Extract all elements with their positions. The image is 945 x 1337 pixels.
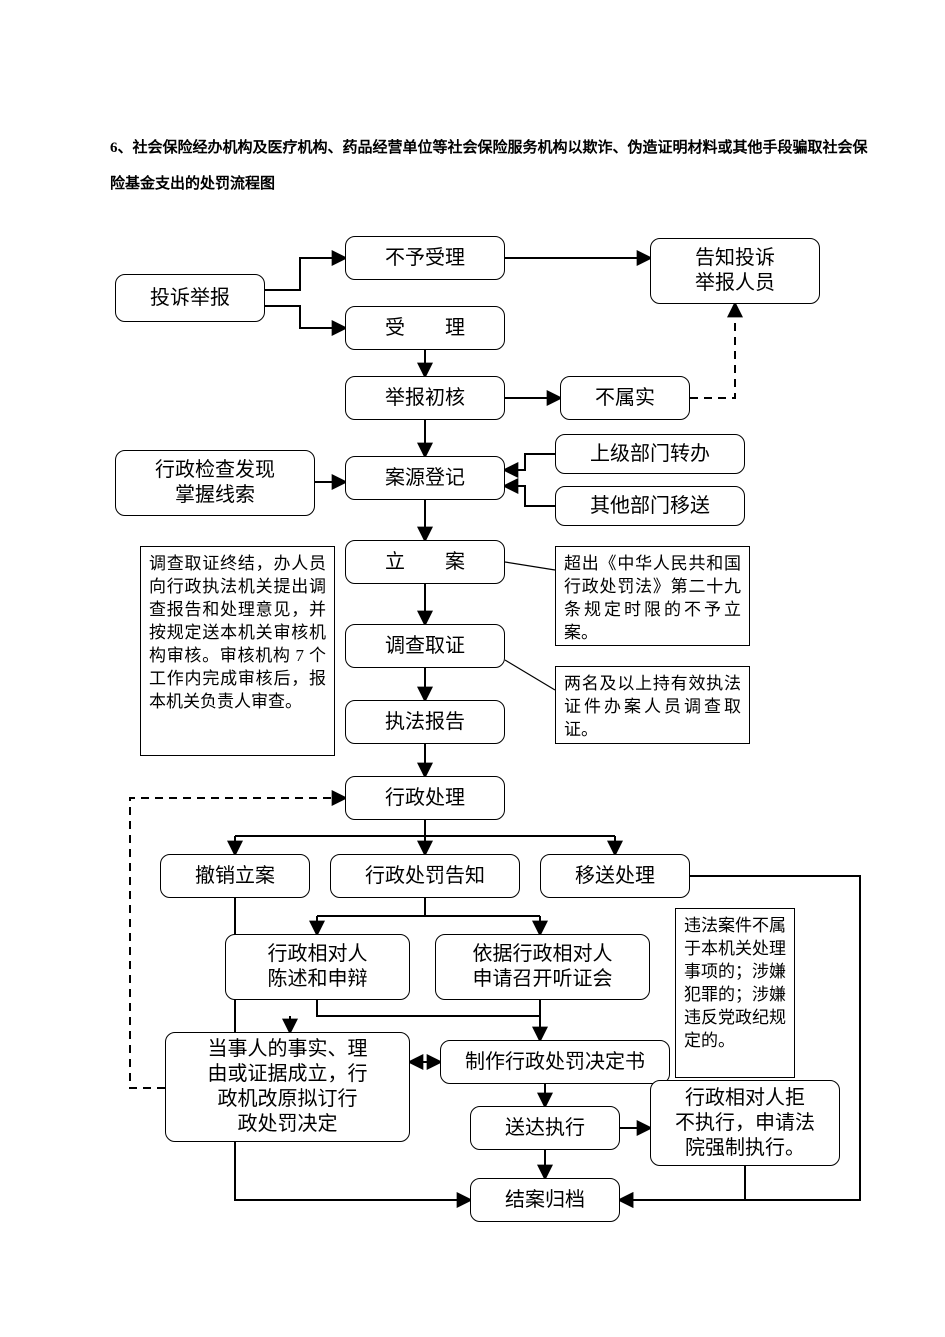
note-note_left: 调查取证终结，办人员向行政执法机关提出调查报告和处理意见，并按规定送本机关审核机…: [140, 546, 335, 756]
node-report: 执法报告: [345, 700, 505, 744]
edge-e10: [505, 486, 555, 506]
node-complaint: 投诉举报: [115, 274, 265, 322]
node-inspect: 行政检查发现 掌握线索: [115, 450, 315, 516]
edge-e33: [505, 562, 555, 570]
node-cancel: 撤销立案: [160, 854, 310, 898]
edge-e23: [428, 1000, 540, 1016]
node-register: 案源登记: [345, 456, 505, 500]
node-admin_handle: 行政处理: [345, 776, 505, 820]
node-untrue: 不属实: [560, 376, 690, 420]
edge-e34: [505, 660, 555, 690]
node-inform: 告知投诉 举报人员: [650, 238, 820, 304]
edge-e29: [620, 1166, 745, 1200]
edge-e1: [265, 258, 345, 290]
node-investigate: 调查取证: [345, 624, 505, 668]
node-notice: 行政处罚告知: [330, 854, 520, 898]
node-close: 结案归档: [470, 1178, 620, 1222]
node-fact_ok: 当事人的事实、理 由或证据成立，行 政机改原拟订行 政处罚决定: [165, 1032, 410, 1142]
node-other_dept: 其他部门移送: [555, 486, 745, 526]
note-note_invest: 两名及以上持有效执法证件办案人员调查取证。: [555, 666, 750, 744]
edge-e9: [505, 454, 555, 470]
node-hearing: 依据行政相对人 申请召开听证会: [435, 934, 650, 1000]
node-refuse: 行政相对人拒 不执行，申请法 院强制执行。: [650, 1080, 840, 1166]
node-deliver: 送达执行: [470, 1106, 620, 1150]
node-statement: 行政相对人 陈述和申辩: [225, 934, 410, 1000]
node-transfer: 移送处理: [540, 854, 690, 898]
node-prelim: 举报初核: [345, 376, 505, 420]
node-reject: 不予受理: [345, 236, 505, 280]
edge-e2: [265, 306, 345, 328]
node-file_case: 立 案: [345, 540, 505, 584]
node-superior: 上级部门转办: [555, 434, 745, 474]
edge-e22: [317, 1000, 428, 1016]
note-note_file: 超出《中华人民共和国行政处罚法》第二十九条规定时限的不予立案。: [555, 546, 750, 646]
edge-e6: [690, 304, 735, 398]
node-accept: 受 理: [345, 306, 505, 350]
note-note_transfer: 违法案件不属于本机关处理事项的；涉嫌犯罪的；涉嫌违反党政纪规定的。: [675, 908, 795, 1078]
page-title: 6、社会保险经办机构及医疗机构、药品经营单位等社会保险服务机构以欺诈、伪造证明材…: [110, 130, 880, 202]
node-decision: 制作行政处罚决定书: [440, 1040, 670, 1084]
page: 6、社会保险经办机构及医疗机构、药品经营单位等社会保险服务机构以欺诈、伪造证明材…: [0, 0, 945, 1337]
